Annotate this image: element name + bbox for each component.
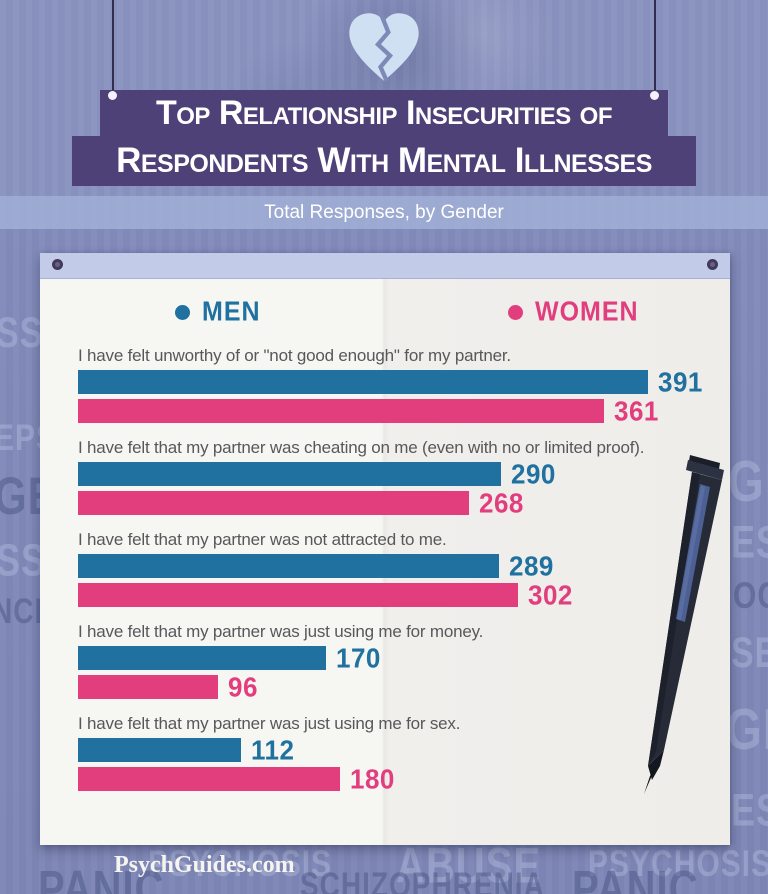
- background-word: PANIC: [572, 861, 699, 894]
- chart-row: I have felt that my partner was just usi…: [78, 622, 718, 714]
- chart-card: MEN WOMEN I have felt unworthy of or "no…: [40, 253, 730, 845]
- background-word: ES: [731, 784, 768, 836]
- background-word: ES: [731, 516, 768, 568]
- value-label-men: 391: [658, 366, 703, 398]
- background-word: ABUSE: [396, 838, 542, 894]
- title-line-1: Top Relationship Insecurities of: [100, 90, 668, 137]
- value-label-women: 96: [228, 671, 258, 703]
- grommet-icon: [707, 259, 718, 270]
- chart-row: I have felt that my partner was not attr…: [78, 530, 718, 622]
- bar-women: [78, 491, 469, 515]
- bar-women: [78, 583, 518, 607]
- legend-dot-men: [175, 305, 190, 320]
- background-word: GI: [726, 696, 768, 762]
- brand-footer: PsychGuides.com: [114, 852, 295, 878]
- bar-men: [78, 646, 326, 670]
- category-label: I have felt that my partner was just usi…: [78, 622, 484, 641]
- value-label-women: 268: [479, 487, 524, 519]
- legend-dot-women: [508, 305, 523, 320]
- binder-strip: [40, 253, 730, 279]
- bar-men: [78, 554, 499, 578]
- pen-illustration: [644, 455, 724, 794]
- background-word: PANIC: [38, 861, 165, 894]
- chart-row: I have felt unworthy of or "not good eno…: [78, 346, 718, 438]
- value-label-men: 290: [511, 458, 556, 490]
- grommet-icon: [52, 259, 63, 270]
- title-line-1-text: Top Relationship Insecurities of: [155, 94, 613, 132]
- background-word: SE: [731, 629, 768, 677]
- category-label: I have felt that my partner was cheating…: [78, 438, 645, 457]
- title-line-2: Respondents With Mental Illnesses: [72, 136, 696, 186]
- bar-men: [78, 738, 241, 762]
- hanging-string-right: [654, 0, 656, 94]
- chart-legend: MEN WOMEN: [40, 296, 730, 328]
- bar-women: [78, 399, 604, 423]
- chart-row: I have felt that my partner was just usi…: [78, 714, 718, 806]
- category-label: I have felt that my partner was not attr…: [78, 530, 447, 549]
- hanging-string-left: [112, 0, 114, 94]
- string-pin-left: [108, 91, 117, 100]
- category-label: I have felt that my partner was just usi…: [78, 714, 461, 733]
- background-word: PSYCHOSIS: [148, 843, 333, 885]
- legend-label-men: MEN: [202, 296, 261, 328]
- legend-label-women: WOMEN: [535, 296, 639, 328]
- chart-subtitle-text: Total Responses, by Gender: [264, 202, 504, 223]
- bar-men: [78, 462, 501, 486]
- value-label-men: 112: [251, 734, 295, 766]
- background-word: SS: [0, 534, 47, 586]
- bar-men: [78, 370, 648, 394]
- title-line-2-text: Respondents With Mental Illnesses: [116, 141, 652, 180]
- background-word: SCHIZOPHRENIA: [300, 865, 545, 894]
- chart-row: I have felt that my partner was cheating…: [78, 438, 718, 530]
- background-word: OC: [733, 575, 768, 617]
- value-label-women: 302: [528, 579, 573, 611]
- string-pin-right: [650, 91, 659, 100]
- bar-women: [78, 675, 218, 699]
- legend-item-men: MEN: [175, 296, 261, 328]
- value-label-women: 180: [350, 763, 395, 795]
- background-word: PSYCHOSIS: [588, 843, 768, 885]
- value-label-men: 170: [336, 642, 381, 674]
- value-label-women: 361: [614, 395, 659, 427]
- background-word: GI: [728, 448, 768, 514]
- broken-heart-icon: [349, 13, 419, 82]
- value-label-men: 289: [509, 550, 554, 582]
- background-word: SS: [0, 309, 44, 357]
- category-label: I have felt unworthy of or "not good eno…: [78, 346, 511, 365]
- bar-women: [78, 767, 340, 791]
- legend-item-women: WOMEN: [508, 296, 639, 328]
- chart-subtitle: Total Responses, by Gender: [0, 196, 768, 229]
